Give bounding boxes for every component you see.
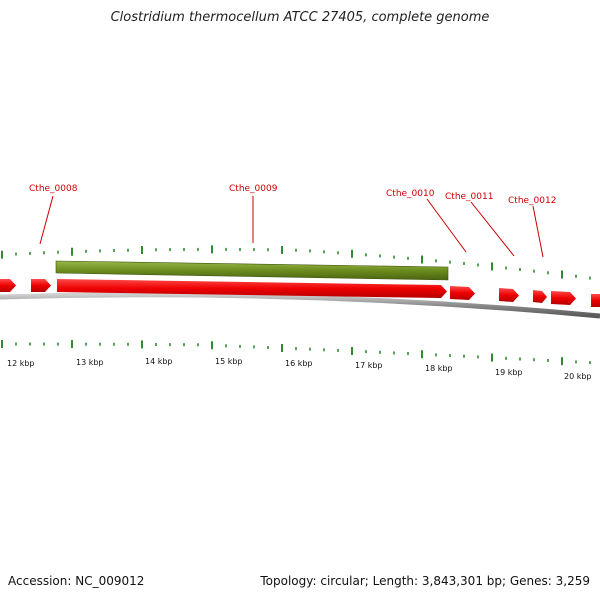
gene-arrow-1[interactable] bbox=[0, 279, 16, 292]
kbp-label-17: 17 kbp bbox=[355, 361, 383, 370]
leader-cthe-0012 bbox=[532, 205, 544, 258]
kbp-label-18: 18 kbp bbox=[425, 364, 453, 373]
outer-tick-row bbox=[1, 245, 591, 280]
map-title: Clostridium thermocellum ATCC 27405, com… bbox=[110, 10, 490, 25]
kbp-label-20: 20 kbp bbox=[564, 372, 592, 381]
kbp-label-16: 16 kbp bbox=[285, 359, 313, 368]
gene-label-cthe-0011[interactable]: Cthe_0011 bbox=[445, 192, 493, 202]
gene-label-cthe-0010[interactable]: Cthe_0010 bbox=[386, 189, 435, 199]
gene-cthe-0009-bar[interactable] bbox=[55, 260, 449, 281]
leader-cthe-0011 bbox=[470, 201, 515, 257]
kbp-label-13: 13 kbp bbox=[76, 358, 104, 367]
gene-arrow-8[interactable] bbox=[591, 294, 600, 307]
kbp-label-14: 14 kbp bbox=[145, 357, 173, 366]
gene-arrow-4[interactable] bbox=[450, 286, 475, 300]
accession-text: Accession: NC_009012 bbox=[8, 574, 145, 588]
gene-label-cthe-0008[interactable]: Cthe_0008 bbox=[29, 184, 78, 194]
kbp-label-19: 19 kbp bbox=[495, 368, 523, 377]
genome-summary-text: Topology: circular; Length: 3,843,301 bp… bbox=[260, 574, 590, 588]
gene-arrow-3[interactable] bbox=[57, 279, 447, 298]
kbp-label-15: 15 kbp bbox=[215, 357, 243, 366]
gene-label-cthe-0012[interactable]: Cthe_0012 bbox=[508, 196, 556, 206]
gene-arrow-6[interactable] bbox=[533, 290, 547, 303]
genome-backbone bbox=[0, 292, 600, 319]
gene-arrow-5[interactable] bbox=[499, 288, 519, 302]
gene-arrow-2[interactable] bbox=[31, 279, 51, 292]
kbp-label-12: 12 kbp bbox=[7, 359, 35, 368]
leader-cthe-0010 bbox=[426, 198, 467, 253]
gene-arrow-7[interactable] bbox=[551, 291, 576, 305]
gene-label-cthe-0009[interactable]: Cthe_0009 bbox=[229, 184, 278, 194]
leader-cthe-0008 bbox=[39, 195, 54, 245]
inner-tick-row bbox=[1, 340, 591, 366]
